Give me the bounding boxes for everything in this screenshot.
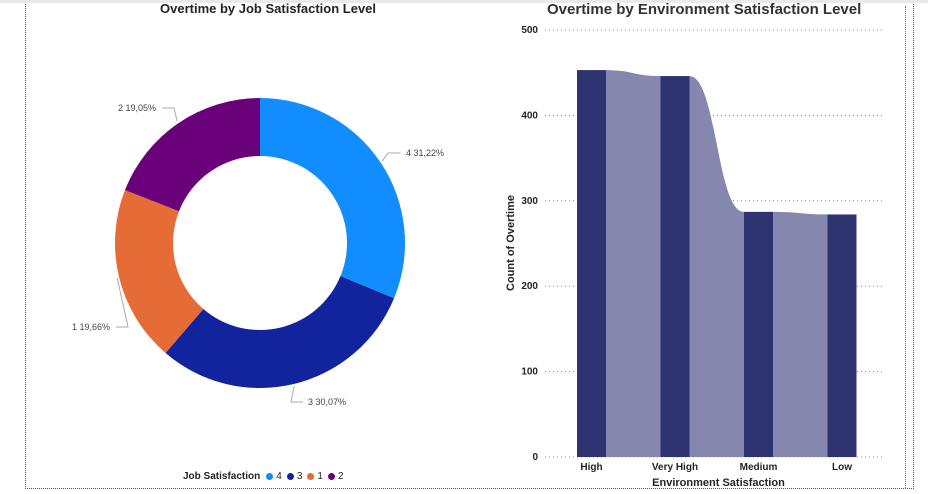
donut-data-label-1: 1 19,66% <box>72 322 110 332</box>
scroll-divider <box>905 6 906 488</box>
bar-chart-title: Overtime by Environment Satisfaction Lev… <box>547 1 862 18</box>
donut-leader-line-4 <box>381 152 400 162</box>
legend-marker-1 <box>307 473 315 480</box>
legend-label-3: 3 <box>296 471 303 482</box>
donut-slice-2[interactable] <box>125 98 260 212</box>
legend-label-1: 1 <box>317 471 323 482</box>
legend-marker-2 <box>327 473 335 480</box>
legend-label-4: 4 <box>276 471 282 482</box>
donut-slice-3[interactable] <box>165 276 395 389</box>
top-bar <box>0 0 928 3</box>
donut-leader-line-3 <box>290 385 303 403</box>
legend-item-1[interactable]: 1 <box>307 471 323 482</box>
legend-marker-3 <box>286 473 294 480</box>
donut-slice-4[interactable] <box>260 98 405 299</box>
legend-marker-4 <box>266 473 274 480</box>
donut-leader-line-1 <box>116 278 129 328</box>
legend-title: Job Satisfaction <box>183 471 261 482</box>
donut-chart-title: Overtime by Job Satisfaction Level <box>160 1 377 16</box>
donut-data-label-3: 3 30,07% <box>308 397 346 407</box>
report-frame <box>25 4 914 489</box>
legend-items: 4 3 1 2 <box>266 471 348 482</box>
legend-item-2[interactable]: 2 <box>327 471 344 482</box>
donut-data-label-4: 4 31,22% <box>406 148 444 158</box>
legend-item-3[interactable]: 3 <box>286 471 303 482</box>
donut-slice-1[interactable] <box>114 190 204 354</box>
donut-leader-line-2 <box>162 107 178 122</box>
legend-label-2: 2 <box>337 471 344 482</box>
legend-item-4[interactable]: 4 <box>266 471 282 482</box>
donut-legend: Job Satisfaction 4 3 1 2 <box>183 471 349 482</box>
donut-data-label-2: 2 19,05% <box>118 103 156 113</box>
